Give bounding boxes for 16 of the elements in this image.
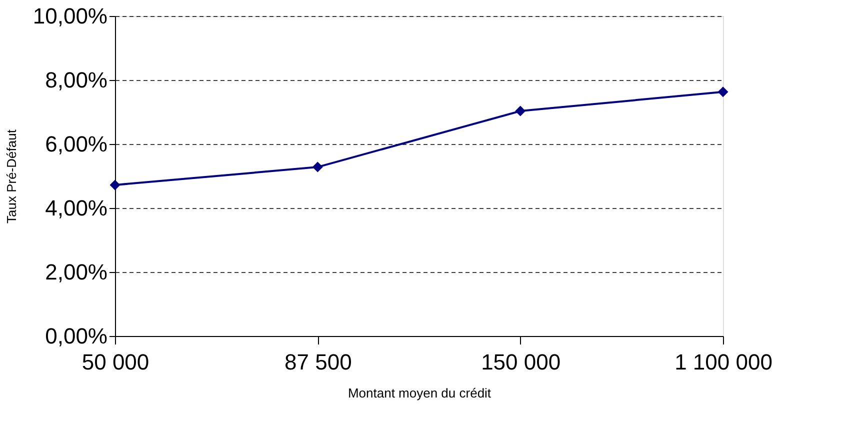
- y-tick-label: 10,00%: [32, 4, 108, 28]
- x-tick-label: 150 000: [481, 350, 561, 374]
- y-tick-label: 4,00%: [45, 196, 108, 220]
- point: [110, 180, 120, 190]
- x-tick-label: 50 000: [82, 350, 150, 374]
- x-tick-label: 87 500: [284, 350, 352, 374]
- y-tick-label: 8,00%: [45, 68, 108, 92]
- x-tick-label: 1 100 000: [674, 350, 772, 374]
- point: [718, 86, 728, 98]
- y-tick-label: 6,00%: [45, 132, 108, 156]
- point: [312, 162, 323, 172]
- y-tick-label: 0,00%: [45, 324, 108, 348]
- y-tick-label: 2,00%: [45, 260, 108, 284]
- y-axis-title: Taux Pré-Défaut: [4, 129, 19, 224]
- x-axis-title: Montant moyen du crédit: [348, 386, 492, 400]
- point: [515, 106, 526, 116]
